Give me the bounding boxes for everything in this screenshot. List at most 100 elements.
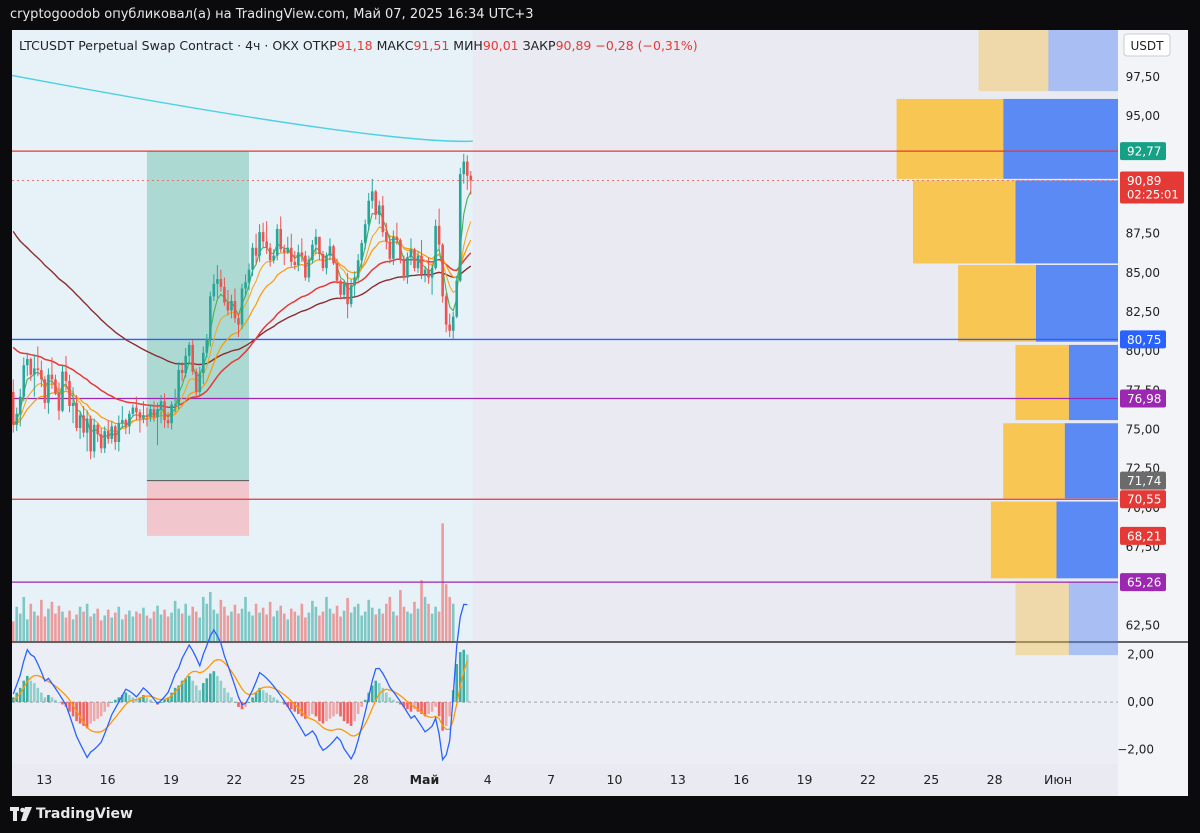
volume-bar [54,613,57,641]
macd-histogram-bar [392,699,395,703]
volume-bar [209,592,212,641]
candle-body [106,431,110,439]
candle [57,382,61,421]
candle [33,354,36,397]
candle-body [198,373,202,392]
candle [297,244,300,272]
macd-histogram-bar [216,675,219,703]
macd-histogram-bar [205,678,209,703]
candle-body [367,200,371,225]
volume-bar [451,603,455,641]
time-tick-label: 22 [860,772,876,787]
volume-bar [230,611,233,641]
candle [85,410,89,452]
footer-bar: TradingView [0,796,1200,833]
time-tick-label: 22 [226,772,242,787]
macd-histogram-bar [57,702,61,703]
axis-price-label-text: 92,77 [1127,145,1161,159]
macd-histogram-bar [135,699,138,703]
volume-bar [233,604,237,641]
candle-body [427,269,430,278]
candle [194,368,198,397]
candle-body [205,338,209,353]
candle [332,244,335,265]
candle [268,243,272,267]
publisher-bar: cryptogoodob опубликовал(а) на TradingVi… [0,0,1200,30]
macd-histogram-bar [349,702,353,726]
candle [36,346,40,377]
candle-body [374,191,378,215]
axis-price-label: 65,26 [1120,573,1166,592]
candle [180,362,184,381]
axis-price-label: 68,21 [1120,526,1166,545]
candle-body [15,413,19,425]
volume-bar [47,608,50,641]
price-tick-label: 75,00 [1126,423,1160,437]
candle-body [92,424,96,452]
currency-box [1123,33,1171,57]
candle-body [89,418,92,452]
macd-histogram-bar [275,699,279,703]
volume-profile-down-bar [1064,423,1118,499]
volume-bar [113,612,117,641]
macd-histogram-bar [314,702,318,717]
volume-bar [265,614,268,641]
macd-histogram-bar [268,694,272,703]
candle-body [328,246,332,256]
macd-histogram-bar [416,702,420,712]
time-tick-label: 19 [163,772,179,787]
candle-body [282,249,286,253]
macd-histogram-bar [332,702,335,717]
volume-bar [349,612,353,641]
candle [430,265,434,295]
candle [444,293,448,333]
candle-body [300,252,304,256]
macd-histogram-bar [356,702,360,715]
volume-bar [321,611,325,641]
volume-bar [374,614,378,641]
macd-histogram-bar [360,702,363,707]
candle-body [71,402,75,406]
volume-bar [392,611,395,641]
candle [247,263,251,291]
tradingview-logo-icon [10,807,32,821]
candle-body [216,279,219,284]
candle [226,290,230,316]
candle-body [145,415,149,417]
candle-body [360,243,363,261]
macd-histogram-bar [47,694,50,703]
volume-bar [395,615,399,641]
volume-profile-up-bar [978,30,1049,92]
legend-part: 90,01 [483,38,523,53]
candle [89,415,92,460]
candle [318,236,321,261]
macd-tick-label: 2,00 [1127,648,1154,662]
candle-body [33,368,36,375]
candle-body [96,424,99,435]
candle [216,265,219,298]
volume-bar [36,615,40,641]
macd-histogram-bar [180,680,184,703]
candle-body [318,236,321,255]
candle [349,279,353,308]
candle-body [184,355,187,374]
macd-histogram-bar [328,702,332,719]
macd-histogram-bar [219,680,223,703]
volume-bar [416,608,420,641]
candle-body [279,228,283,250]
candle [177,362,180,410]
candle-body [201,352,205,374]
macd-tick-label: 0,00 [1127,695,1154,709]
candle-body [335,263,339,281]
volume-bar [187,615,191,641]
candle-body [82,415,85,433]
macd-histogram-bar [159,702,163,703]
candle-body [462,161,466,175]
macd-histogram-bar [191,680,195,703]
candle-body [265,241,268,248]
volume-bar [226,615,230,641]
volume-bar [409,613,413,641]
volume-bar [339,616,342,641]
macd-histogram-bar [458,652,462,703]
